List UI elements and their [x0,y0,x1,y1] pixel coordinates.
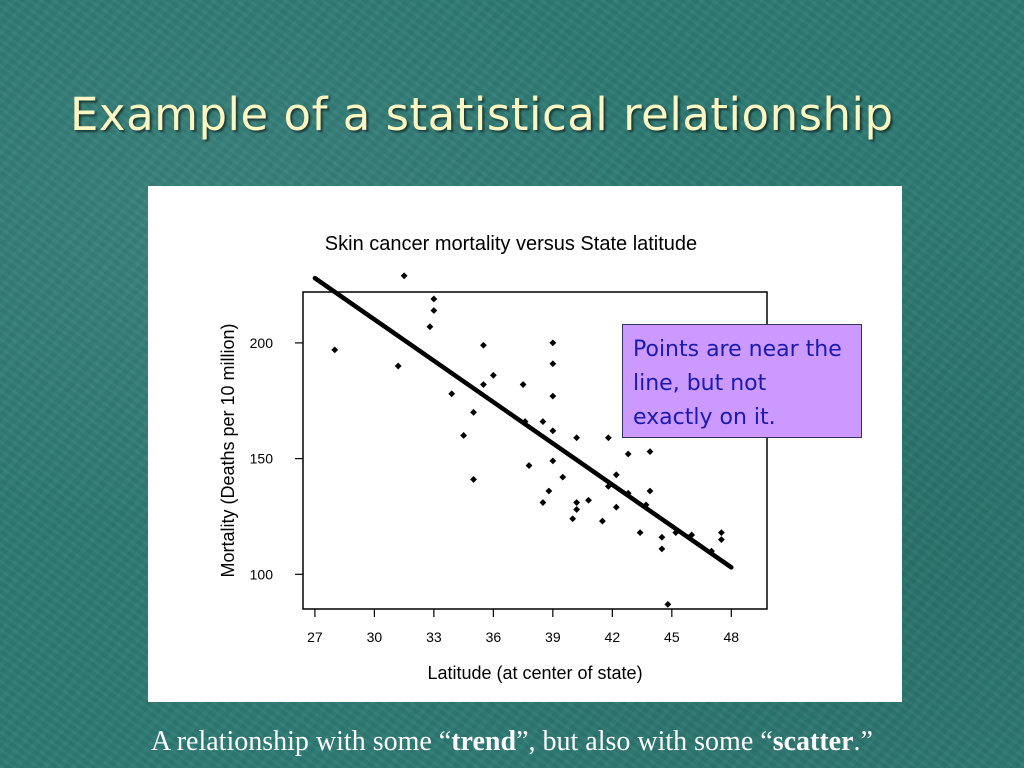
data-point [426,323,434,331]
data-point [604,434,612,442]
y-axis-label: Mortality (Deaths per 10 million) [218,323,238,577]
data-point [549,392,557,400]
data-point [545,487,553,495]
data-point [519,381,527,388]
x-tick-label: 39 [545,629,561,645]
data-point [394,362,402,370]
data-point [717,529,725,537]
data-point [539,418,547,425]
plot-frame [302,291,768,610]
points-layer [331,272,725,608]
x-axis: 27 30 33 36 39 42 45 48 [307,609,739,645]
data-point [624,450,632,458]
x-tick-label: 36 [486,629,502,645]
data-point [549,360,557,368]
data-point [636,529,644,537]
data-point [599,517,606,525]
data-point [672,529,680,537]
data-point [569,515,577,523]
data-point [430,307,438,314]
data-point [658,533,666,541]
data-point [559,473,567,481]
x-tick-label: 48 [724,629,740,645]
data-point [470,408,477,416]
data-point [448,390,456,398]
data-point [585,496,592,504]
x-tick-label: 33 [426,629,442,645]
data-point [612,503,620,511]
callout-note: Points are near the line, but not exactl… [622,324,862,438]
y-tick-label: 200 [250,335,274,351]
y-tick-label: 100 [250,566,274,582]
data-point [331,346,339,354]
scatter-chart: Skin cancer mortality versus State latit… [218,233,768,683]
caption-suffix: .” [853,726,873,757]
data-point [717,536,725,543]
data-point [489,371,497,379]
data-point [549,457,557,465]
caption-scatter: scatter [772,726,854,757]
slide-caption: A relationship with some “trend”, but al… [0,726,1024,758]
data-point [646,448,654,456]
y-axis: 100 150 200 [250,335,303,582]
data-point [480,381,487,388]
chart-title: Skin cancer mortality versus State latit… [325,233,697,255]
x-tick-label: 45 [664,629,680,645]
data-point [664,600,672,608]
data-point [549,427,557,435]
x-tick-label: 30 [367,629,383,645]
data-point [642,501,650,509]
regression-line [312,275,734,570]
data-point [646,487,654,495]
data-point [480,341,487,349]
slide-title: Example of a statistical relationship [70,88,894,141]
data-point [549,339,557,347]
data-point [525,462,533,469]
caption-middle: ”, but also with some “ [516,726,773,757]
chart-panel: Skin cancer mortality versus State latit… [148,186,902,702]
data-point [573,506,581,513]
data-point [612,471,620,479]
data-point [430,295,438,303]
data-point [470,476,477,483]
caption-trend: trend [451,726,517,757]
data-point [539,499,547,506]
y-tick-label: 150 [250,451,274,467]
data-point [658,545,666,553]
data-point [573,499,581,506]
data-point [400,272,408,280]
data-point [573,434,581,442]
x-tick-label: 42 [605,629,621,645]
x-axis-label: Latitude (at center of state) [427,663,642,683]
x-tick-label: 27 [307,629,323,645]
caption-prefix: A relationship with some “ [151,726,452,757]
data-point [460,432,468,439]
